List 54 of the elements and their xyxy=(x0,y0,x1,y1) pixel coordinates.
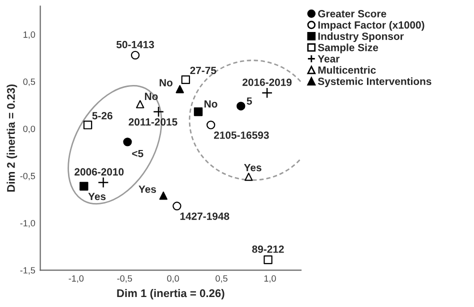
annotation: 1427-1948 xyxy=(180,212,230,220)
annotation: No xyxy=(204,100,218,108)
point xyxy=(264,255,272,264)
annotation: No xyxy=(144,92,158,100)
point xyxy=(136,100,144,108)
annotation: 89-212 xyxy=(252,245,284,253)
point xyxy=(206,120,216,130)
point xyxy=(123,138,132,146)
point xyxy=(262,87,273,98)
point xyxy=(236,102,246,110)
point xyxy=(159,192,168,200)
annotation: 2011-2015 xyxy=(128,118,178,126)
annotation: 5 xyxy=(246,97,252,105)
y-tick-label: 0,0 xyxy=(23,126,36,134)
legend-label: Impact Factor (x1000) xyxy=(318,21,424,31)
annotation: 2105-16593 xyxy=(214,131,269,139)
annotation: Yes xyxy=(138,186,156,193)
point xyxy=(194,107,203,116)
annotation: 5-26 xyxy=(92,112,112,120)
annotation: <5 xyxy=(132,150,144,158)
point xyxy=(244,172,253,181)
y-tick-label: -0,5 xyxy=(20,172,36,180)
point xyxy=(181,75,190,84)
point xyxy=(80,182,88,191)
x-tick-label: 0,5 xyxy=(216,275,228,283)
y-tick-label: 1,0 xyxy=(24,31,36,39)
annotation: 27-75 xyxy=(190,66,216,74)
annotation: No xyxy=(160,79,172,86)
legend-label: Sample Size xyxy=(318,44,378,54)
point xyxy=(176,85,184,94)
legend-label: Year xyxy=(318,55,340,62)
point xyxy=(98,176,109,188)
annotation: 2016-2019 xyxy=(242,78,292,86)
x-axis-title: Dim 1 (inertia = 0.26) xyxy=(117,288,224,300)
x-tick-label: -1,0 xyxy=(68,275,84,283)
y-tick-label: -1,5 xyxy=(20,267,36,275)
annotation: Yes xyxy=(244,164,262,172)
annotation: Yes xyxy=(88,192,106,200)
x-tick-label: -0,5 xyxy=(117,275,132,283)
y-tick-label: 0,5 xyxy=(23,78,36,86)
legend-label: Industry Sponsor xyxy=(318,32,404,42)
annotation: 50-1413 xyxy=(116,40,154,48)
legend-label: Greater Score xyxy=(318,10,386,18)
y-tick-label: -1,0 xyxy=(20,220,36,228)
x-tick-label: 0,0 xyxy=(167,275,179,283)
x-tick-label: 1,0 xyxy=(264,275,276,283)
point xyxy=(130,50,140,60)
legend-label: Systemic Interventions xyxy=(318,77,432,88)
y-axis-title: Dim 2 (inertia = 0.23) xyxy=(6,84,18,192)
point xyxy=(83,120,92,130)
point xyxy=(152,106,164,118)
annotation: 2006-2010 xyxy=(74,168,124,176)
legend-label: Multicentric xyxy=(318,66,376,74)
point xyxy=(172,202,182,210)
